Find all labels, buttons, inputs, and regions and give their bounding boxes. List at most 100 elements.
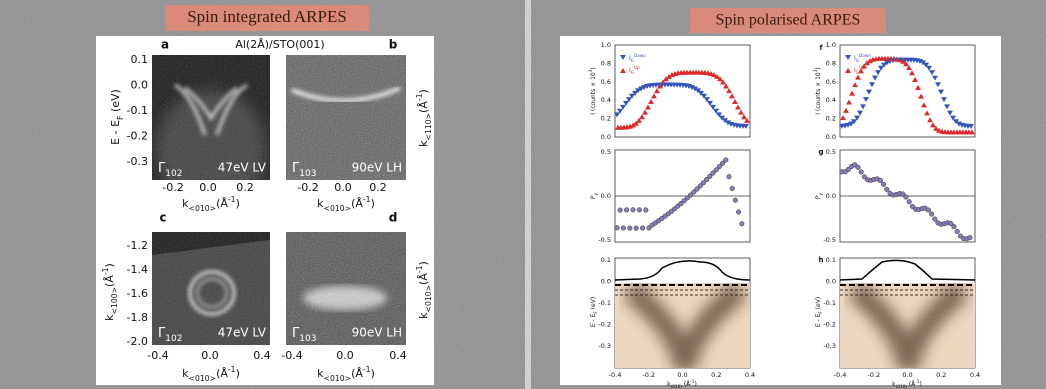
y-axis-label: E - EF (eV) — [815, 297, 823, 327]
polarisation-marker — [967, 235, 973, 241]
up-marker — [924, 110, 930, 116]
up-marker — [849, 90, 855, 96]
x-axis-label-part: (Å — [907, 381, 916, 388]
polarisation-marker — [700, 180, 706, 186]
y-tick-label: 0.6 — [601, 78, 611, 86]
up-marker — [726, 88, 732, 94]
polarisation-marker — [624, 207, 630, 213]
x-axis-label-part: ) — [919, 381, 921, 388]
y-axis-label-part: y — [818, 192, 823, 195]
legend-marker — [620, 55, 626, 60]
down-marker — [854, 115, 860, 121]
x-axis-label-part: k — [667, 381, 671, 388]
down-marker — [620, 104, 626, 110]
arpes-image-a — [152, 55, 270, 180]
x-axis-label-part: -1 — [915, 379, 920, 384]
polarisation-marker — [617, 207, 623, 213]
y-tick-label: -1.4 — [127, 263, 148, 276]
x-tick-label: 0.2 — [936, 371, 946, 379]
up-marker — [720, 79, 726, 85]
y-tick-label: 0.0 — [601, 133, 611, 141]
polarisation-marker — [877, 177, 883, 184]
down-marker — [629, 93, 635, 99]
y-tick-label: 0.0 — [826, 278, 836, 286]
x-tick-label: 0.2 — [711, 371, 721, 379]
up-marker — [732, 98, 738, 104]
y-tick-label: 0.5 — [826, 148, 836, 156]
gamma-symbol: Γ — [158, 161, 166, 176]
polarisation-marker — [884, 186, 890, 192]
x-tick-label: 0.2 — [369, 181, 387, 194]
up-marker — [735, 104, 741, 110]
up-marker — [648, 98, 654, 104]
up-marker — [903, 61, 909, 67]
legend-label-part: I — [854, 67, 856, 74]
down-marker — [857, 110, 863, 116]
y-tick-label: -1.6 — [127, 287, 148, 300]
y-axis-label-part: E - E — [109, 120, 122, 145]
slide-title: Spin integrated ARPES — [187, 7, 347, 26]
down-marker — [707, 100, 713, 106]
y-tick-label: -0.2 — [598, 321, 611, 329]
down-marker — [941, 97, 947, 103]
y-axis-label-part: <100> — [110, 287, 119, 315]
legend-label-part: I — [629, 67, 631, 74]
legend-label-part: G — [631, 58, 634, 63]
down-marker — [917, 59, 923, 65]
down-marker — [929, 70, 935, 76]
gamma-subscript: 103 — [299, 334, 316, 344]
x-axis-label-part: k — [892, 381, 896, 388]
y-tick-label: -0.5 — [598, 236, 611, 244]
polarisation-marker — [903, 194, 909, 200]
y-tick-label: -0.5 — [823, 236, 836, 244]
x-axis-label-part: k — [182, 197, 189, 210]
polarisation-marker — [713, 167, 719, 173]
down-marker — [716, 112, 722, 118]
x-axis-label-part: ) — [236, 197, 240, 210]
up-marker — [714, 73, 720, 79]
down-marker — [950, 115, 956, 121]
polarisation-marker — [636, 207, 642, 213]
panel-letter: c — [159, 211, 166, 225]
up-marker — [642, 109, 648, 115]
panel-letter: h — [819, 256, 824, 264]
gamma-symbol: Γ — [158, 326, 166, 341]
x-tick-label: 0.2 — [236, 181, 254, 194]
edc-curves — [614, 259, 976, 296]
gamma-symbol: Γ — [292, 326, 300, 341]
y-axis-label-part: -1 — [415, 93, 424, 101]
legend-label: IGDown — [629, 53, 646, 63]
beam-label: 47eV LV — [218, 326, 267, 340]
beam-label: 47eV LV — [218, 161, 267, 175]
panel-letter: a — [161, 38, 169, 52]
legend-label-part: G — [856, 58, 859, 63]
gamma-subscript: 102 — [165, 169, 182, 179]
polarisation-marker — [951, 224, 957, 230]
polarisation-marker — [627, 225, 633, 231]
x-tick-label: 0.4 — [970, 371, 980, 379]
legend-label-part: Down — [634, 53, 646, 58]
y-axis-label-part: 3 — [813, 69, 818, 72]
divider — [525, 0, 531, 389]
y-axis-label: Py — [815, 192, 823, 199]
up-marker — [900, 58, 906, 64]
y-tick-label: 1.0 — [826, 41, 836, 49]
down-marker — [617, 108, 623, 114]
x-tick-label: 0.0 — [677, 371, 687, 379]
y-axis-label: k<010>(Å-1) — [415, 261, 433, 319]
x-axis-label-part: k — [182, 367, 189, 380]
y-tick-label: 0.1 — [131, 53, 149, 66]
y-tick-label: -0.2 — [823, 321, 836, 329]
up-marker — [630, 122, 636, 128]
y-tick-label: 1.0 — [601, 41, 611, 49]
y-axis-label-part: -1 — [415, 265, 424, 273]
legend-label-part: I — [629, 55, 631, 62]
gamma-label: Γ103 — [292, 326, 316, 344]
legend-label: IGUp — [629, 65, 640, 75]
polarisation-marker — [646, 225, 652, 231]
polarisation-marker — [954, 228, 960, 235]
gamma-subscript: 102 — [165, 334, 182, 344]
down-marker — [689, 85, 695, 91]
fermi-map-d — [286, 232, 406, 345]
y-tick-label: 0.2 — [601, 115, 611, 123]
